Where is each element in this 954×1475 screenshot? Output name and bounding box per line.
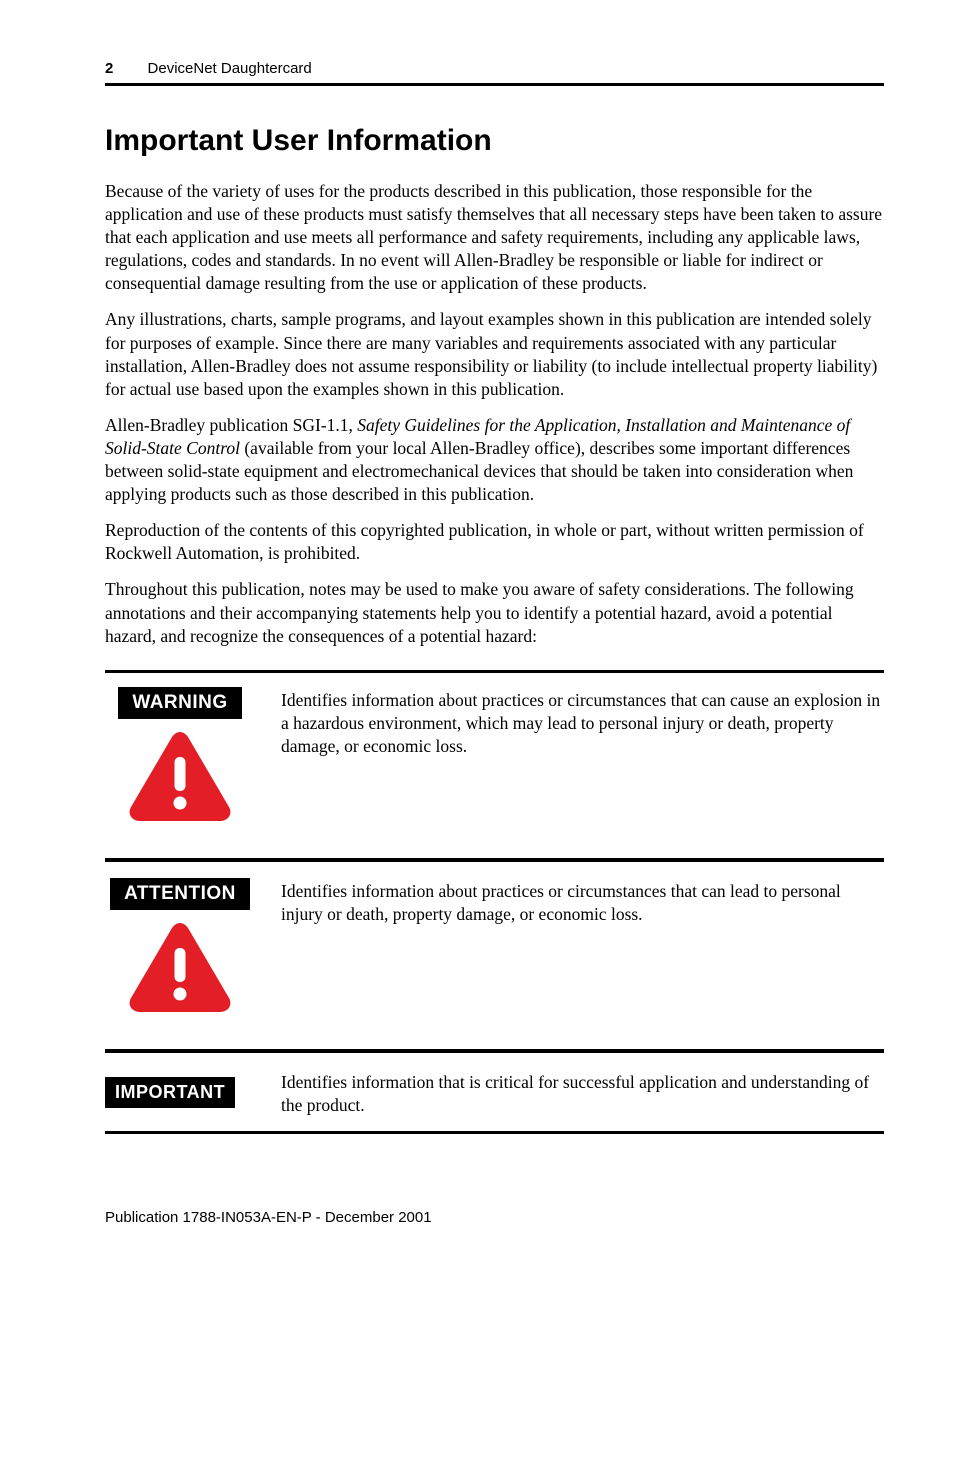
warning-triangle-icon xyxy=(127,729,233,828)
body-paragraph: Because of the variety of uses for the p… xyxy=(105,180,884,295)
attention-triangle-icon xyxy=(127,920,233,1019)
body-paragraph: Reproduction of the contents of this cop… xyxy=(105,519,884,565)
warning-badge: WARNING xyxy=(118,687,241,719)
doc-title: DeviceNet Daughtercard xyxy=(148,60,312,77)
body-paragraph: Any illustrations, charts, sample progra… xyxy=(105,308,884,400)
warning-callout: WARNING Identifies information about pra… xyxy=(105,687,884,828)
important-badge: IMPORTANT xyxy=(105,1077,235,1108)
footer-pubref: Publication 1788-IN053A-EN-P - December … xyxy=(105,1209,884,1226)
body-paragraph: Throughout this publication, notes may b… xyxy=(105,578,884,647)
callout-rule xyxy=(105,670,884,673)
section-title: Important User Information xyxy=(105,124,884,158)
important-left: IMPORTANT xyxy=(105,1077,255,1108)
warning-text: Identifies information about practices o… xyxy=(281,687,884,758)
callout-rule xyxy=(105,1131,884,1134)
running-header: 2 DeviceNet Daughtercard xyxy=(105,60,884,77)
important-text: Identifies information that is critical … xyxy=(281,1069,884,1117)
attention-left: ATTENTION xyxy=(105,878,255,1019)
attention-badge: ATTENTION xyxy=(110,878,250,910)
body-paragraph: Allen-Bradley publication SGI-1.1, Safet… xyxy=(105,414,884,506)
sgi-pre: Allen-Bradley publication SGI-1.1, xyxy=(105,415,357,435)
header-rule xyxy=(105,83,884,86)
page: 2 DeviceNet Daughtercard Important User … xyxy=(0,0,954,1266)
attention-text: Identifies information about practices o… xyxy=(281,878,884,926)
warning-left: WARNING xyxy=(105,687,255,828)
important-callout: IMPORTANT Identifies information that is… xyxy=(105,1069,884,1117)
callout-rule xyxy=(105,1049,884,1053)
callout-rule xyxy=(105,858,884,862)
page-number: 2 xyxy=(105,60,113,77)
attention-callout: ATTENTION Identifies information about p… xyxy=(105,878,884,1019)
